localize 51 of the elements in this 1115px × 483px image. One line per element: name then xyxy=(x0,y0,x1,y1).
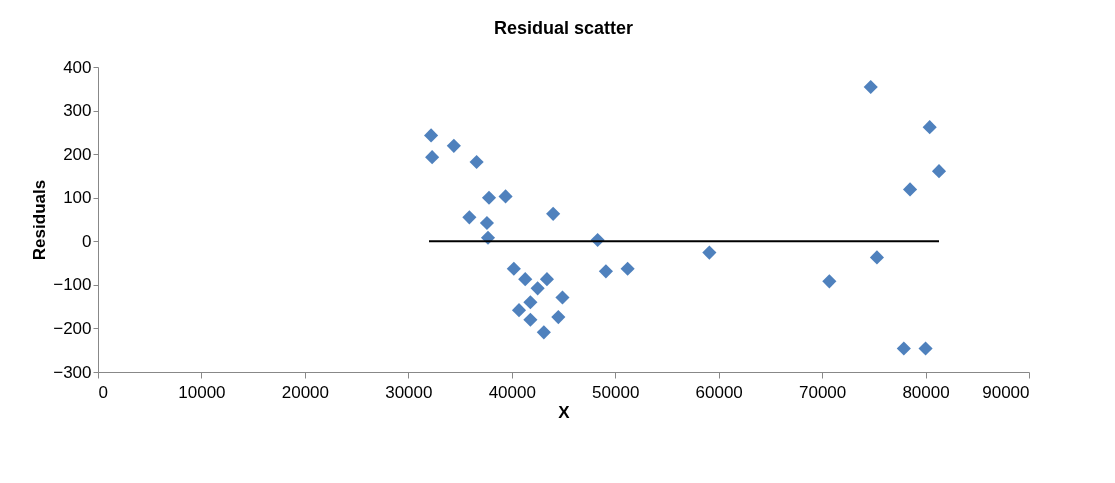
y-tick-label: 300 xyxy=(63,101,92,121)
x-tick-label: 50000 xyxy=(592,382,640,402)
y-tick-label: 0 xyxy=(82,231,92,251)
point xyxy=(598,264,613,279)
point xyxy=(523,295,538,310)
point xyxy=(539,272,555,287)
point xyxy=(863,79,878,95)
point xyxy=(702,245,717,260)
x-tick-label: 10000 xyxy=(178,382,226,402)
y-axis-title: Residuals xyxy=(30,179,50,261)
point xyxy=(425,150,440,165)
point xyxy=(536,325,551,340)
point xyxy=(518,272,533,287)
x-tick-label: 70000 xyxy=(798,382,847,402)
point xyxy=(620,261,635,276)
x-tick-label: 60000 xyxy=(695,382,743,402)
point xyxy=(530,281,545,296)
x-tick-label: 90000 xyxy=(982,382,1030,402)
x-tick-label: 80000 xyxy=(902,382,950,402)
point xyxy=(481,190,497,205)
y-tick-label: −100 xyxy=(53,275,92,295)
y-tick-label: 400 xyxy=(63,57,92,77)
y-tick-label: −200 xyxy=(53,318,92,338)
y-tick-label: −300 xyxy=(53,362,92,382)
y-tick-label: 100 xyxy=(63,188,92,208)
x-tick-label: 20000 xyxy=(281,382,330,402)
point xyxy=(469,154,484,170)
x-tick-label: 0 xyxy=(98,382,108,402)
point xyxy=(555,290,570,305)
point xyxy=(931,164,947,179)
point xyxy=(424,128,439,143)
point xyxy=(822,274,837,289)
point xyxy=(498,189,513,204)
point xyxy=(479,215,495,231)
point xyxy=(506,261,521,276)
point xyxy=(922,120,937,135)
point xyxy=(551,310,566,325)
point xyxy=(462,210,477,225)
point xyxy=(902,182,918,197)
chart-title: Residual scatter xyxy=(493,18,634,38)
point xyxy=(896,341,911,356)
point xyxy=(523,312,538,327)
point xyxy=(546,206,561,221)
y-tick-label: 200 xyxy=(63,144,92,164)
x-tick-label: 40000 xyxy=(488,382,536,402)
point xyxy=(869,250,885,265)
point xyxy=(918,341,933,356)
point xyxy=(511,303,527,318)
point xyxy=(446,138,461,153)
x-axis-title: X xyxy=(558,402,571,422)
x-tick-label: 30000 xyxy=(385,382,433,402)
